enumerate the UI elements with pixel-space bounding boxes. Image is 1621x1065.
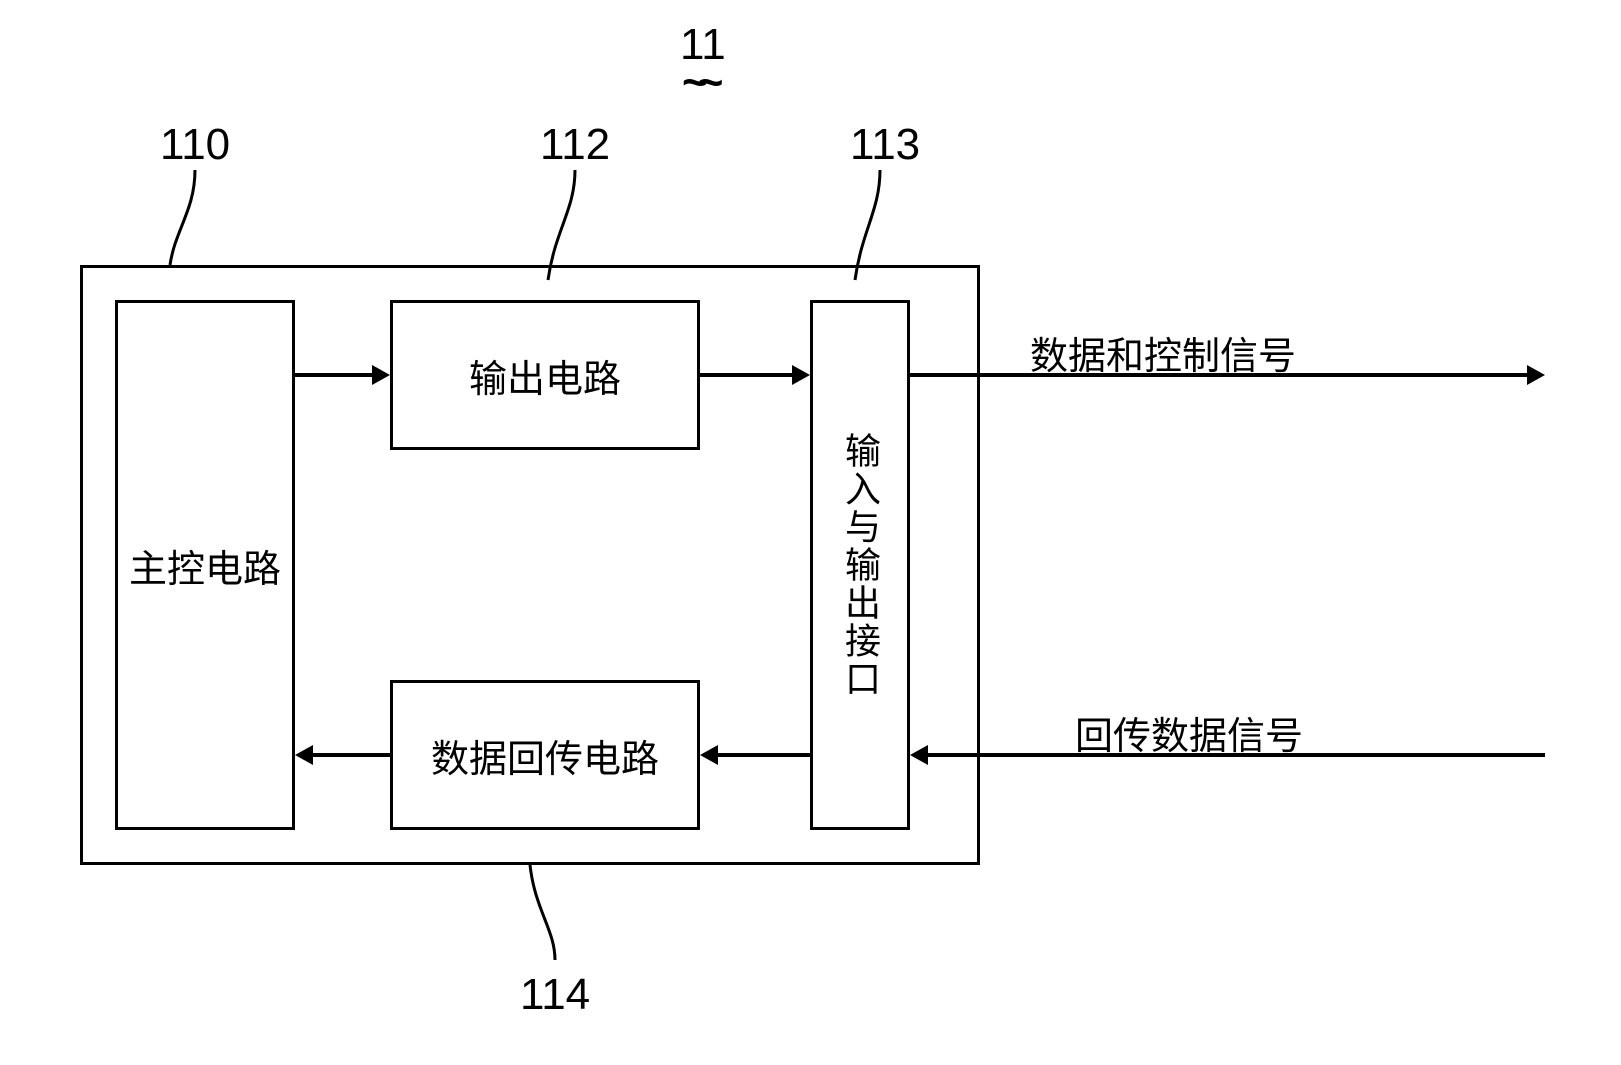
label-data-control-signal: 数据和控制信号 bbox=[1030, 325, 1296, 380]
box-feedback: 数据回传电路 bbox=[390, 680, 700, 830]
box-io-interface: 输入与输出接口 bbox=[810, 300, 910, 830]
label-return-data-signal: 回传数据信号 bbox=[1075, 705, 1303, 760]
arrow-io-to-feedback-head bbox=[700, 745, 718, 765]
arrow-output-to-io-head bbox=[792, 365, 810, 385]
box-io-interface-label: 输入与输出接口 bbox=[834, 432, 886, 698]
block-diagram: 11 ~~ 110 112 113 114 主控电路 输出电路 输入与输出接口 … bbox=[0, 0, 1621, 1065]
arrow-main-to-output-head bbox=[372, 365, 390, 385]
arrow-ext-in-io-head bbox=[910, 745, 928, 765]
arrow-output-to-io bbox=[700, 373, 795, 377]
arrow-main-to-output bbox=[295, 373, 375, 377]
box-output: 输出电路 bbox=[390, 300, 700, 450]
box-main-control-label: 主控电路 bbox=[129, 538, 281, 593]
arrow-feedback-to-main-head bbox=[295, 745, 313, 765]
box-main-control: 主控电路 bbox=[115, 300, 295, 830]
arrow-feedback-to-main bbox=[310, 753, 390, 757]
arrow-io-to-feedback bbox=[715, 753, 810, 757]
box-feedback-label: 数据回传电路 bbox=[431, 728, 659, 783]
arrow-io-out-ext-head bbox=[1527, 365, 1545, 385]
box-output-label: 输出电路 bbox=[469, 348, 621, 403]
